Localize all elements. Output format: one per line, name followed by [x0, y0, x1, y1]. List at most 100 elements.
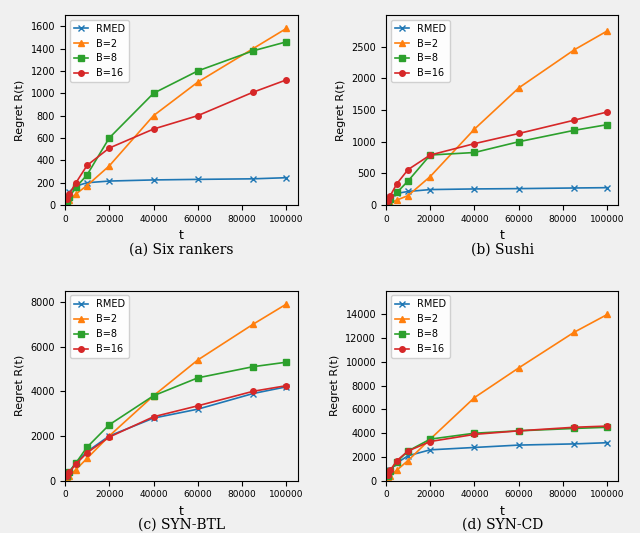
B=8 — [570, 127, 578, 134]
RMED — [515, 185, 523, 192]
RMED — [384, 197, 392, 203]
RMED — [72, 183, 80, 189]
RMED — [570, 185, 578, 191]
RMED — [384, 472, 392, 478]
Y-axis label: Regret R(t): Regret R(t) — [330, 355, 340, 416]
B=8 — [72, 184, 80, 190]
B=8 — [106, 422, 113, 428]
B=2 — [194, 357, 202, 363]
B=2 — [63, 200, 71, 206]
RMED — [283, 384, 291, 390]
B=2 — [283, 25, 291, 31]
B=8 — [63, 198, 71, 205]
Legend: RMED, B=2, B=8, B=16: RMED, B=2, B=8, B=16 — [70, 20, 129, 82]
X-axis label: t: t — [500, 505, 504, 518]
B=8 — [393, 458, 401, 465]
RMED — [65, 189, 73, 195]
B=2 — [426, 436, 434, 442]
B=2 — [470, 126, 478, 132]
B=2 — [150, 392, 157, 399]
B=16 — [404, 166, 412, 173]
B=8 — [72, 459, 80, 466]
B=16 — [250, 388, 257, 394]
B=2 — [570, 329, 578, 335]
B=16 — [150, 126, 157, 132]
Legend: RMED, B=2, B=8, B=16: RMED, B=2, B=8, B=16 — [70, 295, 129, 358]
B=16 — [470, 431, 478, 438]
B=16 — [72, 180, 80, 186]
B=8 — [194, 375, 202, 381]
RMED — [393, 190, 401, 197]
B=2 — [150, 112, 157, 119]
X-axis label: t: t — [179, 505, 184, 518]
B=16 — [283, 383, 291, 389]
B=2 — [72, 466, 80, 473]
B=2 — [384, 201, 392, 207]
B=16 — [604, 109, 611, 115]
B=8 — [384, 473, 392, 479]
B=16 — [283, 77, 291, 83]
B=8 — [150, 392, 157, 399]
B=16 — [106, 434, 113, 440]
RMED — [470, 185, 478, 192]
Line: B=2: B=2 — [65, 26, 289, 206]
B=16 — [83, 162, 91, 168]
B=8 — [106, 135, 113, 141]
B=8 — [283, 359, 291, 366]
B=2 — [283, 301, 291, 307]
RMED — [426, 187, 434, 193]
Line: B=16: B=16 — [385, 109, 610, 204]
B=8 — [426, 436, 434, 442]
RMED — [63, 193, 71, 199]
RMED — [106, 178, 113, 184]
B=2 — [63, 475, 71, 482]
B=8 — [83, 444, 91, 450]
RMED — [604, 184, 611, 191]
Line: B=16: B=16 — [385, 423, 610, 478]
RMED — [150, 415, 157, 421]
B=16 — [426, 152, 434, 158]
B=16 — [384, 472, 392, 478]
B=8 — [604, 424, 611, 431]
RMED — [570, 441, 578, 447]
B=2 — [106, 433, 113, 439]
Line: B=2: B=2 — [385, 312, 610, 481]
Text: (c) SYN-BTL: (c) SYN-BTL — [138, 518, 225, 532]
X-axis label: t: t — [500, 229, 504, 243]
RMED — [65, 469, 73, 475]
B=8 — [604, 122, 611, 128]
B=8 — [150, 90, 157, 96]
RMED — [387, 467, 394, 473]
RMED — [150, 177, 157, 183]
Line: B=2: B=2 — [65, 301, 289, 481]
Line: B=8: B=8 — [385, 424, 610, 479]
B=2 — [604, 28, 611, 34]
Y-axis label: Regret R(t): Regret R(t) — [15, 79, 25, 141]
Line: B=8: B=8 — [385, 122, 610, 205]
B=16 — [404, 448, 412, 454]
B=2 — [604, 311, 611, 318]
B=16 — [384, 198, 392, 205]
Y-axis label: Regret R(t): Regret R(t) — [15, 355, 25, 416]
B=16 — [65, 191, 73, 197]
B=2 — [65, 473, 73, 480]
B=8 — [515, 139, 523, 145]
B=2 — [393, 467, 401, 473]
B=8 — [65, 469, 73, 475]
Line: B=8: B=8 — [65, 359, 289, 479]
Text: (b) Sushi: (b) Sushi — [470, 243, 534, 256]
B=16 — [194, 402, 202, 409]
B=2 — [387, 200, 394, 206]
B=2 — [515, 365, 523, 371]
RMED — [63, 473, 71, 480]
RMED — [515, 442, 523, 448]
RMED — [83, 180, 91, 186]
B=2 — [194, 79, 202, 85]
Line: B=16: B=16 — [65, 77, 289, 203]
B=8 — [393, 189, 401, 196]
B=16 — [387, 467, 394, 473]
RMED — [283, 174, 291, 181]
B=16 — [426, 438, 434, 445]
B=8 — [250, 364, 257, 370]
RMED — [72, 459, 80, 466]
